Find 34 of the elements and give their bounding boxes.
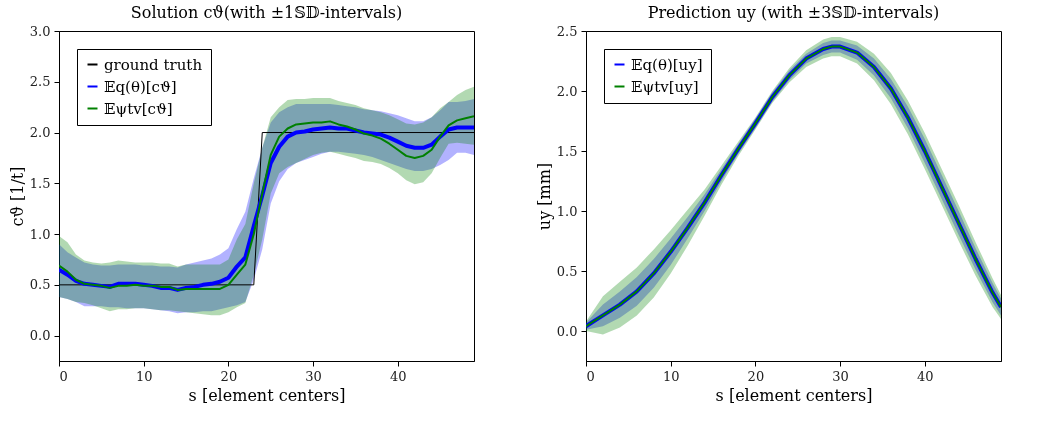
chart-title: Solution cϑ(with ±1𝕊𝔻-intervals) [130, 3, 403, 22]
x-tick-label: 30 [832, 368, 849, 384]
legend-label: 𝔼ψtv[cϑ] [104, 99, 173, 118]
legend-label: 𝔼q(θ)[uy] [631, 55, 703, 74]
x-tick-label: 10 [135, 368, 153, 384]
y-tick-label: 1.5 [29, 175, 51, 191]
chart-title: Prediction uy (with ±3𝕊𝔻-intervals) [647, 3, 940, 22]
y-axis-title: cϑ [1/t] [7, 166, 27, 227]
y-tick-label: 2.0 [556, 83, 578, 99]
y-tick-label: 1.0 [29, 226, 51, 242]
x-tick-label: 40 [390, 368, 407, 384]
y-tick-label: 1.5 [556, 143, 578, 159]
legend-label: 𝔼q(θ)[cϑ] [104, 77, 177, 96]
y-tick-label: 3.0 [29, 23, 51, 39]
y-tick-label: 2.0 [29, 125, 51, 141]
legend-label: ground truth [104, 55, 203, 74]
y-tick-label: 0.5 [556, 263, 578, 279]
y-axis-title: uy [mm] [534, 162, 554, 231]
x-tick-label: 40 [917, 368, 934, 384]
x-tick-label: 20 [747, 368, 765, 384]
x-tick-label: 30 [305, 368, 322, 384]
x-axis-title: s [element centers] [715, 385, 873, 405]
y-tick-label: 1.0 [556, 203, 578, 219]
y-tick-label: 2.5 [29, 74, 51, 90]
x-axis-title: s [element centers] [188, 385, 346, 405]
x-tick-label: 10 [662, 368, 680, 384]
y-tick-label: 2.5 [556, 23, 578, 39]
legend-label: 𝔼ψtv[uy] [631, 77, 699, 96]
x-tick-label: 0 [586, 368, 595, 384]
y-tick-label: 0.0 [556, 323, 578, 339]
x-tick-label: 0 [59, 368, 68, 384]
y-tick-label: 0.0 [29, 328, 51, 344]
y-tick-label: 0.5 [29, 277, 51, 293]
x-tick-label: 20 [220, 368, 238, 384]
